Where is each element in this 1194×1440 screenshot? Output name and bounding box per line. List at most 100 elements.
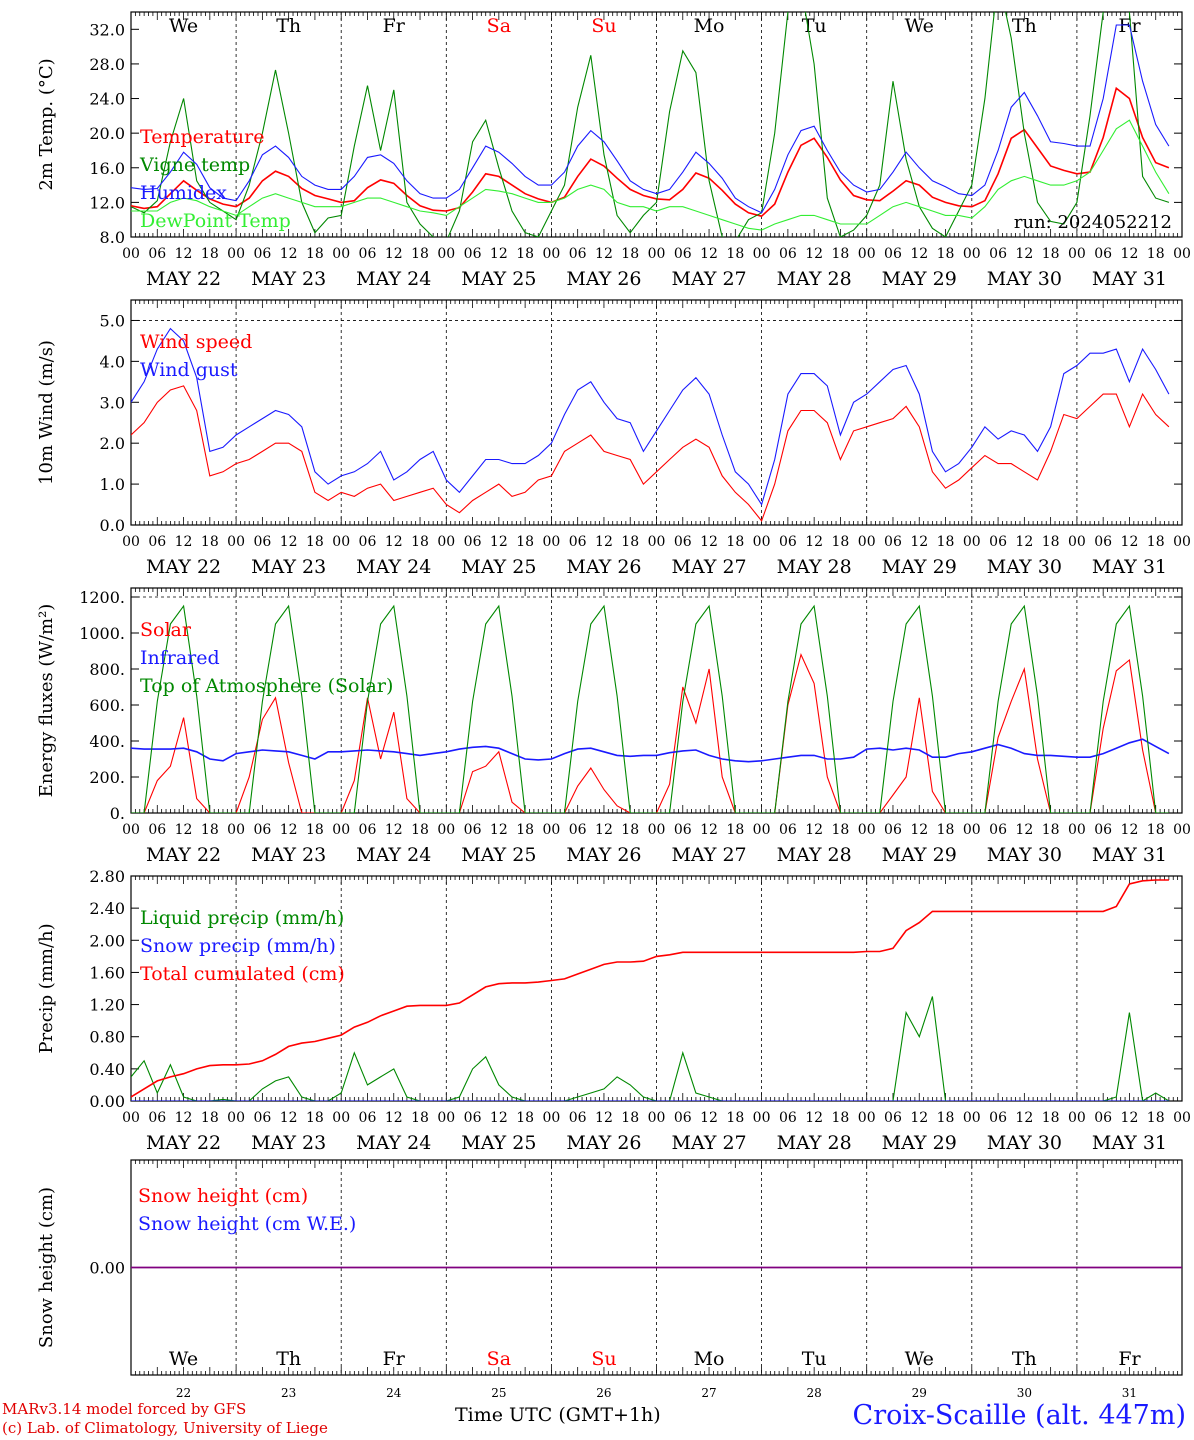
hour-label: 06 [359,534,377,550]
day-number-label: 22 [176,1386,191,1400]
legend-entry: Solar [140,619,192,641]
day-label: MAY 28 [777,844,852,866]
hour-label: 00 [753,246,771,262]
hour-label: 06 [569,1110,587,1126]
day-label: MAY 24 [356,1132,431,1154]
legend-entry: Snow height (cm W.E.) [138,1213,356,1235]
hour-label: 18 [937,534,955,550]
hour-label: 18 [411,246,429,262]
hour-label: 18 [306,822,324,838]
hour-label: 18 [1147,534,1165,550]
hour-label: 06 [884,246,902,262]
legend-entry: Liquid precip (mm/h) [140,907,344,929]
day-label: MAY 25 [461,844,536,866]
hour-label: 12 [490,246,508,262]
y-tick-label: 0.40 [89,1060,125,1079]
hour-label: 12 [1121,822,1139,838]
y-tick-label: 2.80 [89,867,125,886]
hour-label: 06 [674,246,692,262]
legend-entry: Infrared [140,647,220,669]
hour-label: 00 [858,822,876,838]
day-label: MAY 22 [146,1132,221,1154]
y-tick-label: 32.0 [89,20,125,39]
hour-label: 06 [674,534,692,550]
hour-label: 18 [621,246,639,262]
hour-label: 00 [648,246,666,262]
series-line [131,86,1170,218]
credit-line-2: (c) Lab. of Climatology, University of L… [2,1419,328,1437]
hour-label: 18 [201,1110,219,1126]
y-tick-label: 16.0 [89,159,125,178]
y-tick-label: 2.00 [89,931,125,950]
hour-label: 12 [490,822,508,838]
hour-label: 06 [779,534,797,550]
hour-label: 12 [385,246,403,262]
legend-entry: Wind speed [140,331,252,353]
y-tick-label: 2.40 [89,899,125,918]
series-line [131,738,1170,763]
hour-label: 18 [411,822,429,838]
hour-label: 12 [805,1110,823,1126]
day-label: MAY 28 [777,1132,852,1154]
hour-label: 12 [910,534,928,550]
hour-label: 00 [648,1110,666,1126]
hour-label: 12 [175,246,193,262]
weekday-label: We [905,1348,934,1370]
hour-label: 00 [542,246,560,262]
hour-label: 12 [910,822,928,838]
weekday-label: Fr [383,15,406,37]
hour-label: 00 [963,1110,981,1126]
hour-label: 12 [1015,822,1033,838]
hour-label: 00 [753,1110,771,1126]
hour-label: 18 [621,822,639,838]
hour-label: 18 [1147,246,1165,262]
hour-label: 00 [542,534,560,550]
station-name: Croix-Scaille (alt. 447m) [852,1400,1186,1431]
hour-label: 18 [516,534,534,550]
hour-label: 12 [280,822,298,838]
hour-label: 12 [910,1110,928,1126]
hour-label: 18 [1042,534,1060,550]
hour-label: 18 [621,1110,639,1126]
weekday-label: Fr [383,1348,406,1370]
hour-label: 18 [621,534,639,550]
hour-label: 06 [359,246,377,262]
hour-label: 06 [253,246,271,262]
weekday-label: Th [1012,15,1037,37]
day-number-label: 24 [386,1386,402,1400]
hour-label: 00 [122,246,140,262]
hour-label: 06 [464,246,482,262]
y-axis-label: 10m Wind (m/s) [36,340,57,485]
y-tick-label: 4.0 [100,352,125,371]
hour-label: 00 [332,822,350,838]
legend-entry: Temperature [140,126,264,148]
y-tick-label: 1.20 [89,996,125,1015]
hour-label: 06 [1094,822,1112,838]
y-axis-label: Precip (mm/h) [36,923,57,1053]
weekday-label: Sa [487,15,511,37]
hour-label: 00 [1068,822,1086,838]
hour-label: 00 [542,822,560,838]
day-label: MAY 28 [777,268,852,290]
legend-entry: DewPoint Temp [140,210,291,232]
y-tick-label: 0.80 [89,1028,125,1047]
hour-label: 00 [332,534,350,550]
y-tick-label: 0.0 [100,516,125,535]
hour-label: 12 [805,246,823,262]
day-label: MAY 30 [987,268,1062,290]
hour-label: 06 [989,534,1007,550]
hour-label: 00 [227,822,245,838]
hour-label: 00 [858,246,876,262]
hour-label: 00 [122,534,140,550]
hour-label: 12 [700,1110,718,1126]
y-tick-label: 1.0 [100,475,125,494]
day-label: MAY 25 [461,1132,536,1154]
day-label: MAY 22 [146,844,221,866]
hour-label: 06 [779,822,797,838]
y-tick-label: 600. [89,696,125,715]
hour-label: 18 [1042,822,1060,838]
series-line [131,327,1170,506]
legend-entry: Wind gust [140,359,238,381]
hour-label: 00 [1173,534,1191,550]
hour-label: 18 [726,822,744,838]
